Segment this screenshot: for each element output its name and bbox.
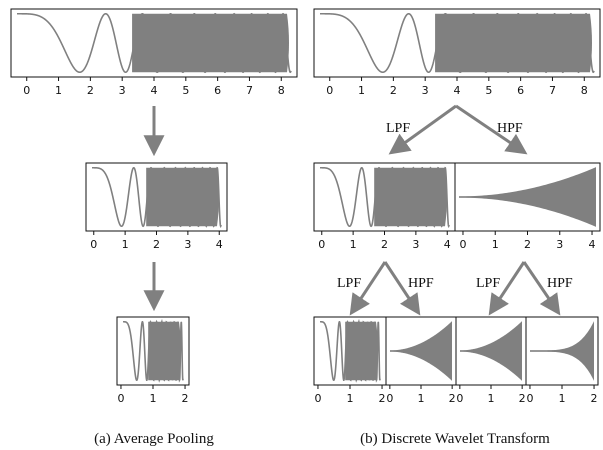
tick-label: 3 xyxy=(556,238,563,251)
caption-discrete-wavelet-transform: (b) Discrete Wavelet Transform xyxy=(360,431,550,447)
tick-label: 4 xyxy=(454,84,461,97)
tick-label: 0 xyxy=(90,238,97,251)
panel-dwt-h1: 0 1 2 3 4 xyxy=(454,162,601,251)
panel-input: 0 1 2 3 4 5 6 7 8 xyxy=(10,8,298,97)
tick-label: 1 xyxy=(55,84,62,97)
panels: 0 1 2 3 4 5 6 7 80 1 2 3 40 1 20 1 2 3 4 5 6 7 80 1 2 3 4 0 1 2 3 40 1 2 0… xyxy=(10,8,601,405)
arrow-dwt-high-2b xyxy=(522,261,561,316)
arrow-dwt-low-2a xyxy=(349,261,387,316)
signal-dense-region xyxy=(374,167,447,227)
tick-label: 2 xyxy=(379,392,386,405)
panel-dwt-in: 0 1 2 3 4 5 6 7 8 xyxy=(313,8,601,97)
tick-label: 1 xyxy=(492,238,499,251)
arrow-dwt-high-1 xyxy=(455,104,528,155)
tick-label: 2 xyxy=(87,84,94,97)
signal-dense-region xyxy=(132,13,289,73)
tick-label: 4 xyxy=(589,238,596,251)
lpf-label-1: LPF xyxy=(386,121,410,136)
tick-label: 0 xyxy=(456,392,463,405)
tick-label: 4 xyxy=(444,238,451,251)
panel-dwt-lh: 0 1 2 xyxy=(385,316,457,405)
tick-label: 1 xyxy=(350,238,357,251)
signal-dense-region xyxy=(345,321,378,381)
tick-label: 3 xyxy=(412,238,419,251)
tick-label: 0 xyxy=(314,392,321,405)
tick-label: 1 xyxy=(418,392,425,405)
tick-label: 1 xyxy=(358,84,365,97)
tick-label: 7 xyxy=(246,84,253,97)
panel-pool1: 0 1 2 3 4 xyxy=(85,162,228,251)
hpf-label-2b: HPF xyxy=(547,276,573,291)
tick-label: 1 xyxy=(559,392,566,405)
tick-label: 4 xyxy=(151,84,158,97)
tick-label: 2 xyxy=(381,238,388,251)
tick-label: 5 xyxy=(182,84,189,97)
tick-label: 0 xyxy=(459,238,466,251)
tick-label: 6 xyxy=(517,84,524,97)
tick-label: 2 xyxy=(519,392,526,405)
tick-label: 0 xyxy=(117,392,124,405)
tick-label: 2 xyxy=(591,392,598,405)
tick-label: 6 xyxy=(214,84,221,97)
tick-label: 4 xyxy=(216,238,223,251)
tick-label: 2 xyxy=(182,392,189,405)
signal-dense-region xyxy=(148,321,181,381)
tick-label: 1 xyxy=(488,392,495,405)
arrow-dwt-high-2a xyxy=(383,261,421,316)
hpf-label-1: HPF xyxy=(497,121,523,136)
lpf-label-2b: LPF xyxy=(476,276,500,291)
tick-label: 2 xyxy=(449,392,456,405)
arrows xyxy=(143,104,561,316)
arrow-dwt-low-1 xyxy=(388,104,457,155)
tick-label: 2 xyxy=(153,238,160,251)
tick-label: 0 xyxy=(326,84,333,97)
tick-label: 0 xyxy=(23,84,30,97)
tick-label: 3 xyxy=(422,84,429,97)
lpf-label-2a: LPF xyxy=(337,276,361,291)
panel-dwt-hl: 0 1 2 xyxy=(455,316,527,405)
arrow-dwt-low-2b xyxy=(488,261,526,316)
tick-label: 3 xyxy=(119,84,126,97)
tick-label: 8 xyxy=(581,84,588,97)
tick-label: 3 xyxy=(184,238,191,251)
tick-label: 1 xyxy=(122,238,129,251)
panel-dwt-l1: 0 1 2 3 4 xyxy=(313,162,456,251)
tick-label: 2 xyxy=(524,238,531,251)
tick-label: 0 xyxy=(318,238,325,251)
tick-label: 7 xyxy=(549,84,556,97)
tick-label: 1 xyxy=(150,392,157,405)
tick-label: 8 xyxy=(278,84,285,97)
panel-pool2: 0 1 2 xyxy=(116,316,190,405)
signal-dense-region xyxy=(435,13,592,73)
tick-label: 1 xyxy=(347,392,354,405)
caption-average-pooling: (a) Average Pooling xyxy=(94,431,214,447)
panel-dwt-hh: 0 1 2 xyxy=(525,316,599,405)
signal-dense-region xyxy=(146,167,219,227)
panel-dwt-ll: 0 1 2 xyxy=(313,316,387,405)
hpf-label-2a: HPF xyxy=(408,276,434,291)
tick-label: 0 xyxy=(386,392,393,405)
tick-label: 0 xyxy=(526,392,533,405)
tick-label: 5 xyxy=(485,84,492,97)
tick-label: 2 xyxy=(390,84,397,97)
